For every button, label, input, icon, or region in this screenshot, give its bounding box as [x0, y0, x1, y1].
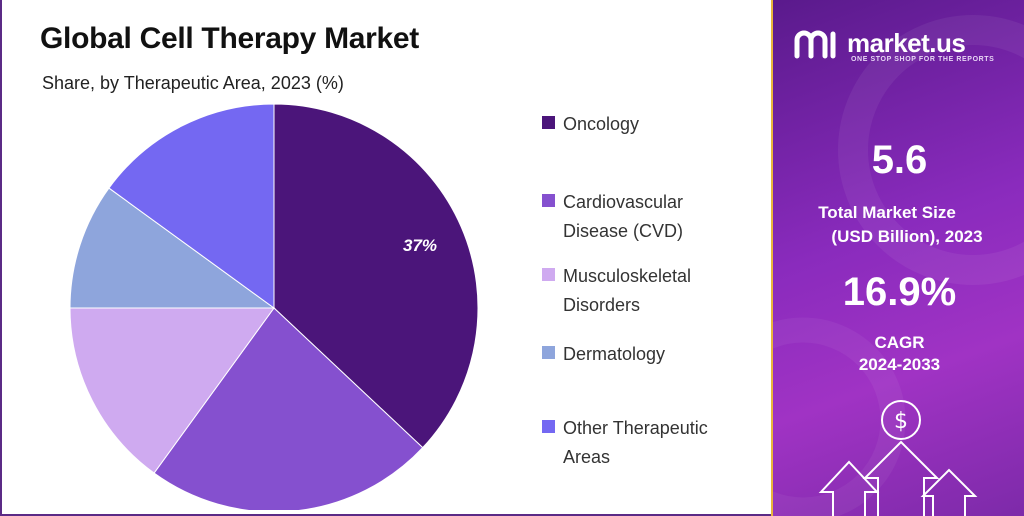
legend-label: Oncology	[563, 114, 640, 134]
legend-swatch	[542, 420, 555, 433]
pie-slice-dermatology	[69, 187, 276, 309]
legend-label: Cardiovascular Disease (CVD)	[563, 192, 684, 241]
market-size-label-line1: Total Market Size	[818, 203, 956, 222]
legend-label: Dermatology	[563, 344, 666, 364]
stats-panel: market.us ONE STOP SHOP FOR THE REPORTS …	[771, 0, 1024, 516]
background-decoration	[773, 15, 1024, 516]
pie-slice-cardiovascular-disease-cvd	[153, 307, 424, 510]
cagr-period: 2024-2033	[858, 355, 941, 374]
market-size-label-line2: (USD Billion), 2023	[831, 227, 983, 246]
legend-item: Other Therapeutic Areas	[542, 414, 753, 472]
legend-label: Musculoskeletal Disorders	[563, 266, 692, 315]
pie-data-label: 37%	[403, 236, 437, 255]
legend-item: Dermatology	[542, 340, 753, 369]
legend-swatch	[542, 116, 555, 129]
legend-item: Musculoskeletal Disorders	[542, 262, 753, 320]
legend-item: Cardiovascular Disease (CVD)	[542, 188, 753, 246]
brand-logo: market.us	[793, 26, 966, 60]
pie-slice-other-therapeutic-areas	[108, 103, 275, 309]
legend-item: Oncology	[542, 110, 753, 139]
cagr-value: 16.9%	[842, 270, 957, 314]
chart-panel: Global Cell Therapy Market Share, by The…	[0, 0, 771, 516]
dollar-icon: $	[894, 409, 908, 434]
legend-swatch	[542, 268, 555, 281]
cagr-label: CAGR	[874, 333, 925, 352]
growth-arrows-icon: $	[818, 400, 978, 516]
market-us-logo-icon	[794, 30, 836, 59]
pie-chart: 37%	[69, 103, 479, 510]
chart-subtitle: Share, by Therapeutic Area, 2023 (%)	[42, 73, 344, 93]
pie-slice-oncology	[273, 103, 479, 449]
legend-swatch	[542, 346, 555, 359]
legend-label: Other Therapeutic Areas	[563, 418, 708, 467]
chart-title: Global Cell Therapy Market	[40, 22, 419, 55]
legend-swatch	[542, 194, 555, 207]
market-size-value: 5.6	[871, 138, 928, 182]
pie-slice-musculoskeletal-disorders	[69, 307, 275, 474]
brand-tagline: ONE STOP SHOP FOR THE REPORTS	[851, 56, 995, 63]
brand-name: market.us	[847, 27, 966, 58]
